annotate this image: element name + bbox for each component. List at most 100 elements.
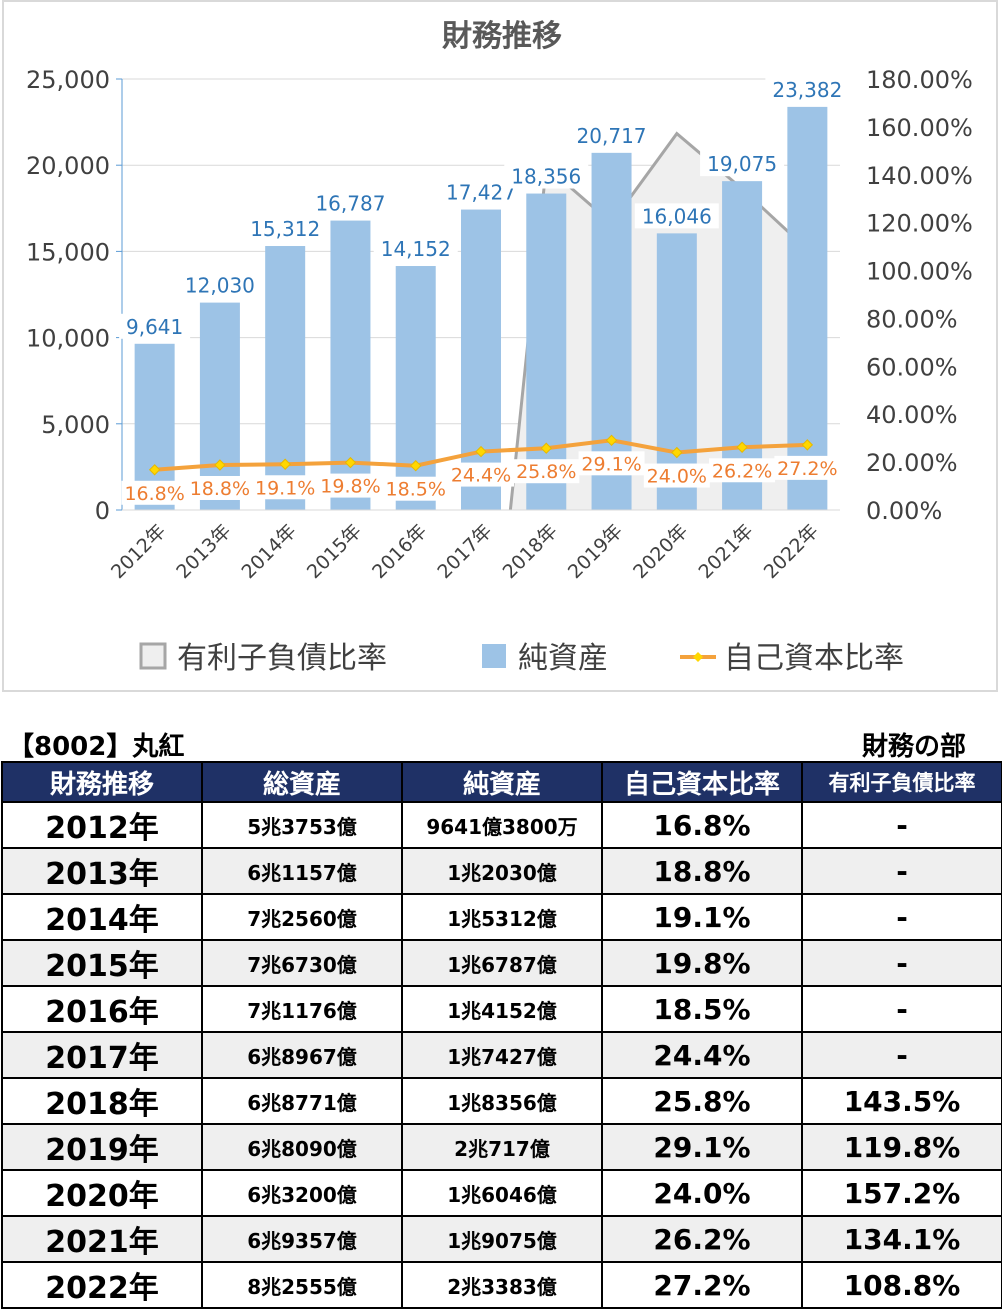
y-right-tick-label: 60.00%: [866, 353, 958, 381]
cell-total-assets: 6兆8967億: [201, 1031, 403, 1079]
cell-total-assets: 8兆2555億: [201, 1261, 403, 1309]
bar-label-bg: [634, 203, 719, 229]
line-data-label: 18.5%: [386, 479, 446, 501]
cell-total-assets: 6兆1157億: [201, 847, 403, 895]
cell-debt-ratio: -: [801, 1031, 1002, 1079]
x-tick-label: 2020年: [629, 520, 692, 583]
line-data-label: 27.2%: [777, 458, 837, 480]
legend-swatch-debt-ratio: [139, 642, 167, 670]
table-row: 2021年 6兆9357億 1兆9075億 26.2% 134.1%: [1, 1215, 1002, 1263]
line-marker: [736, 441, 748, 453]
cell-equity-ratio: 29.1%: [601, 1123, 803, 1171]
bar-data-label: 20,717: [577, 124, 647, 148]
bar-net-assets: [395, 266, 436, 510]
line-label-bg: [709, 458, 776, 483]
cell-year: 2013年: [1, 847, 203, 895]
legend-label-net-assets: 純資産: [518, 641, 608, 676]
bar-label-bg: [177, 272, 262, 298]
line-marker: [279, 458, 291, 470]
y-right-tick-label: 160.00%: [866, 114, 973, 142]
x-tick-label: 2016年: [368, 520, 431, 583]
line-label-bg: [252, 475, 319, 500]
bar-net-assets: [199, 302, 240, 510]
line-label-bg: [121, 480, 188, 505]
cell-total-assets: 6兆3200億: [201, 1169, 403, 1217]
bar-net-assets: [591, 152, 632, 510]
y-left-tick-label: 5,000: [41, 411, 110, 439]
cell-net-assets: 2兆717億: [401, 1123, 603, 1171]
cell-net-assets: 1兆2030億: [401, 847, 603, 895]
bar-data-label: 16,046: [642, 204, 712, 228]
cell-net-assets: 1兆8356億: [401, 1077, 603, 1125]
bar-label-bg: [119, 313, 191, 339]
cell-debt-ratio: -: [801, 847, 1002, 895]
cell-debt-ratio: 119.8%: [801, 1123, 1002, 1171]
cell-year: 2015年: [1, 939, 203, 987]
finance-table: 財務推移 総資産 純資産 自己資本比率 有利子負債比率 2012年 5兆3753億…: [1, 761, 1002, 1309]
cell-equity-ratio: 25.8%: [601, 1077, 803, 1125]
line-label-bg: [448, 462, 514, 487]
cell-debt-ratio: -: [801, 801, 1002, 849]
line-marker: [671, 446, 683, 459]
cell-year: 2022年: [1, 1261, 203, 1309]
cell-equity-ratio: 26.2%: [601, 1215, 803, 1263]
cell-total-assets: 6兆8090億: [201, 1123, 403, 1171]
cell-total-assets: 7兆1176億: [201, 985, 403, 1033]
cell-debt-ratio: 134.1%: [801, 1215, 1002, 1263]
bar-net-assets: [265, 246, 306, 510]
cell-equity-ratio: 16.8%: [601, 801, 803, 849]
chart-panel: 財務推移 0 5,000 10,000 15,000 20,000 25,000 0.00% 2…: [2, 0, 998, 692]
y-left-tick-label: 25,000: [26, 66, 110, 94]
line-data-label: 25.8%: [516, 461, 576, 483]
y-right-tick-label: 100.00%: [866, 258, 973, 286]
cell-year: 2012年: [1, 801, 203, 849]
line-marker: [148, 464, 161, 476]
legend-marker-equity-ratio: [693, 652, 703, 662]
y-left-tick-label: 0: [95, 497, 110, 525]
line-data-label: 24.4%: [451, 465, 511, 487]
line-label-bg: [774, 455, 841, 480]
table-row: 2020年 6兆3200億 1兆6046億 24.0% 157.2%: [1, 1169, 1002, 1217]
bar-data-label: 16,787: [315, 192, 385, 216]
cell-net-assets: 9641億3800万: [401, 801, 603, 849]
x-tick-label: 2015年: [303, 520, 366, 583]
cell-year: 2017年: [1, 1031, 203, 1079]
line-marker: [475, 445, 487, 458]
cell-net-assets: 2兆3383億: [401, 1261, 603, 1309]
bar-net-assets: [461, 209, 501, 510]
y-right-tick-label: 20.00%: [866, 449, 958, 477]
bar-data-label: 12,030: [185, 274, 255, 298]
line-data-label: 26.2%: [712, 460, 772, 482]
line-label-bg: [186, 475, 253, 500]
bar-data-label: 18,356: [511, 165, 581, 189]
cell-equity-ratio: 24.4%: [601, 1031, 803, 1079]
cell-net-assets: 1兆6046億: [401, 1169, 603, 1217]
bar-label-bg: [569, 122, 654, 148]
cell-debt-ratio: -: [801, 939, 1002, 987]
cell-year: 2018年: [1, 1077, 203, 1125]
y-left-tick-label: 10,000: [26, 325, 110, 353]
header-debt-ratio: 有利子負債比率: [801, 761, 1002, 803]
table-row: 2015年 7兆6730億 1兆6787億 19.8% -: [1, 939, 1002, 987]
cell-year: 2016年: [1, 985, 203, 1033]
y-right-tick-label: 120.00%: [866, 210, 973, 238]
line-marker: [344, 456, 357, 469]
x-tick-label: 2017年: [433, 520, 496, 583]
bar-label-bg: [504, 163, 589, 189]
cell-year: 2014年: [1, 893, 203, 941]
legend-label-debt-ratio: 有利子負債比率: [177, 641, 387, 676]
line-data-label: 24.0%: [647, 466, 707, 488]
cell-equity-ratio: 18.5%: [601, 985, 803, 1033]
x-tick-label: 2012年: [107, 520, 170, 583]
cell-equity-ratio: 19.1%: [601, 893, 803, 941]
cell-debt-ratio: 143.5%: [801, 1077, 1002, 1125]
legend-swatch-net-assets: [482, 644, 506, 668]
header-period: 財務推移: [1, 761, 203, 803]
cell-year: 2020年: [1, 1169, 203, 1217]
bar-label-bg: [243, 216, 328, 242]
table-row: 2022年 8兆2555億 2兆3383億 27.2% 108.8%: [1, 1261, 1002, 1309]
bar-data-label: 23,382: [772, 78, 842, 102]
line-marker: [540, 442, 552, 454]
line-marker: [605, 434, 618, 447]
bar-data-label: 14,152: [381, 237, 451, 261]
